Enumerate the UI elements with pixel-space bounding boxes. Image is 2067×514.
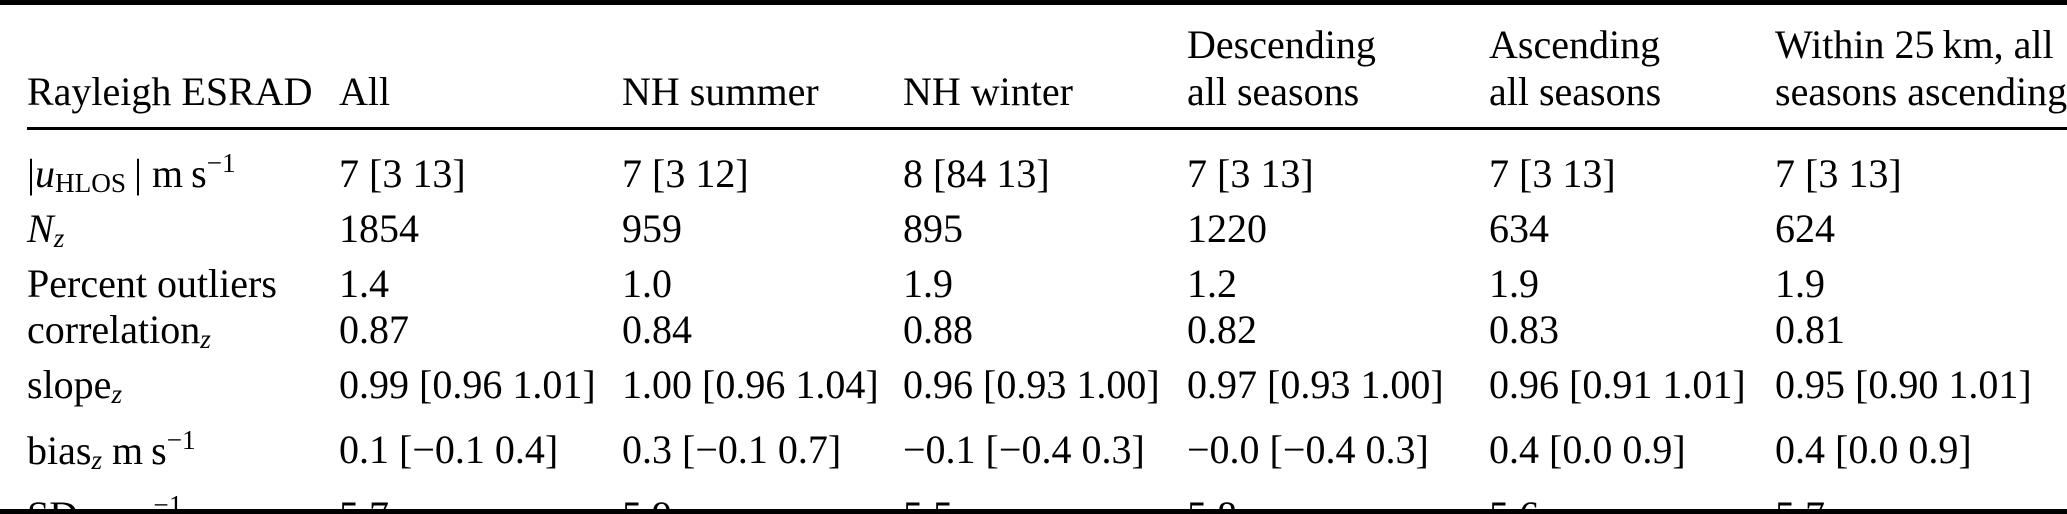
col-header-nh-winter: NH winter xyxy=(903,5,1187,130)
row-label-sd: SDz m s−1 xyxy=(27,490,183,514)
cell: 1.00 [0.96 1.04] xyxy=(622,361,879,407)
cell: 0.1 [−0.1 0.4] xyxy=(339,427,559,473)
cell: 1.9 xyxy=(1489,260,1539,306)
cell: 0.96 [0.93 1.00] xyxy=(903,361,1160,407)
col-header-label: Rayleigh ESRAD xyxy=(27,69,313,114)
cell: 959 xyxy=(622,205,682,251)
row-label-uhlos: |uHLOS | m s−1 xyxy=(27,148,236,198)
col-header-descending-all-seasons: Descending all seasons xyxy=(1187,5,1489,130)
cell: 0.84 xyxy=(622,306,692,352)
cell: 1.2 xyxy=(1187,260,1237,306)
cell: 5.8 xyxy=(1187,482,1489,509)
row-label-percent-outliers: Percent outliers xyxy=(27,260,277,306)
cell: 0.81 xyxy=(1775,306,1845,352)
table-row-percent-outliers: Percent outliers 1.4 1.0 1.9 1.2 1.9 1.9 xyxy=(27,261,2067,307)
col-header-label: NH winter xyxy=(903,69,1073,114)
table-row-uhlos: |uHLOS | m s−1 7 [3 13] 7 [3 12] 8 [84 1… xyxy=(27,129,2067,206)
cell: 624 xyxy=(1775,205,1835,251)
cell: 0.95 [0.90 1.01] xyxy=(1775,361,2032,407)
cell: 5.5 xyxy=(903,482,1187,509)
cell: 634 xyxy=(1489,205,1549,251)
cell: 0.3 [−0.1 0.7] xyxy=(622,427,842,473)
header-row: Rayleigh ESRAD All NH summer NH winter D… xyxy=(27,5,2067,130)
cell: 7 [3 13] xyxy=(1489,150,1616,196)
table-row-slope: slopez 0.99 [0.96 1.01] 1.00 [0.96 1.04]… xyxy=(27,362,2067,417)
cell: 5.7 xyxy=(339,482,622,509)
col-header-rayleigh-esrad: Rayleigh ESRAD xyxy=(27,5,339,130)
cell: 0.82 xyxy=(1187,306,1257,352)
cell: 7 [3 12] xyxy=(622,150,749,196)
table-row-nz: Nz 1854 959 895 1220 634 624 xyxy=(27,206,2067,261)
col-header-all: All xyxy=(339,5,622,130)
cell: 7 [3 13] xyxy=(339,150,466,196)
cell: 0.87 xyxy=(339,306,409,352)
cell: 0.4 [0.0 0.9] xyxy=(1775,427,1972,473)
rayleigh-esrad-stats-table: Rayleigh ESRAD All NH summer NH winter D… xyxy=(27,5,2067,514)
col-header-label: Descending all seasons xyxy=(1187,22,1376,114)
cell: 5.6 xyxy=(1489,482,1775,509)
cell: 7 [3 13] xyxy=(1775,150,1902,196)
cell: 0.96 [0.91 1.01] xyxy=(1489,361,1746,407)
cell: −0.0 [−0.4 0.3] xyxy=(1187,427,1429,473)
row-label-nz: Nz xyxy=(27,205,65,253)
col-header-ascending-all-seasons: Ascending all seasons xyxy=(1489,5,1775,130)
cell: 1.4 xyxy=(339,260,389,306)
cell: 0.83 xyxy=(1489,306,1559,352)
table-row-bias: biasz m s−1 0.1 [−0.1 0.4] 0.3 [−0.1 0.7… xyxy=(27,417,2067,483)
cell: 5.7 xyxy=(1775,482,2067,509)
col-header-label: All xyxy=(339,69,391,114)
row-label-correlation: correlationz xyxy=(27,306,211,354)
cell: 1854 xyxy=(339,205,419,251)
cell: 1220 xyxy=(1187,205,1267,251)
cell: 0.97 [0.93 1.00] xyxy=(1187,361,1444,407)
col-header-nh-summer: NH summer xyxy=(622,5,903,130)
cell: 895 xyxy=(903,205,963,251)
cell: 0.4 [0.0 0.9] xyxy=(1489,427,1686,473)
table-row-correlation: correlationz 0.87 0.84 0.88 0.82 0.83 0.… xyxy=(27,307,2067,362)
row-label-slope: slopez xyxy=(27,361,123,409)
cell: 7 [3 13] xyxy=(1187,150,1314,196)
col-header-label: Ascending all seasons xyxy=(1489,22,1662,114)
cell: −0.1 [−0.4 0.3] xyxy=(903,427,1145,473)
cell: 0.99 [0.96 1.01] xyxy=(339,361,596,407)
col-header-label: NH summer xyxy=(622,69,819,114)
cell: 5.9 xyxy=(622,482,903,509)
col-header-label: Within 25 km, all seasons ascending xyxy=(1775,22,2067,114)
cell: 8 [84 13] xyxy=(903,150,1050,196)
cell: 1.9 xyxy=(1775,260,1825,306)
cell: 0.88 xyxy=(903,306,973,352)
table-row-sd: SDz m s−1 5.7 5.9 5.5 5.8 5.6 5.7 xyxy=(27,482,2067,514)
cell: 1.9 xyxy=(903,260,953,306)
row-label-bias: biasz m s−1 xyxy=(27,424,196,475)
col-header-within-25km: Within 25 km, all seasons ascending xyxy=(1775,5,2067,130)
cell: 1.0 xyxy=(622,260,672,306)
